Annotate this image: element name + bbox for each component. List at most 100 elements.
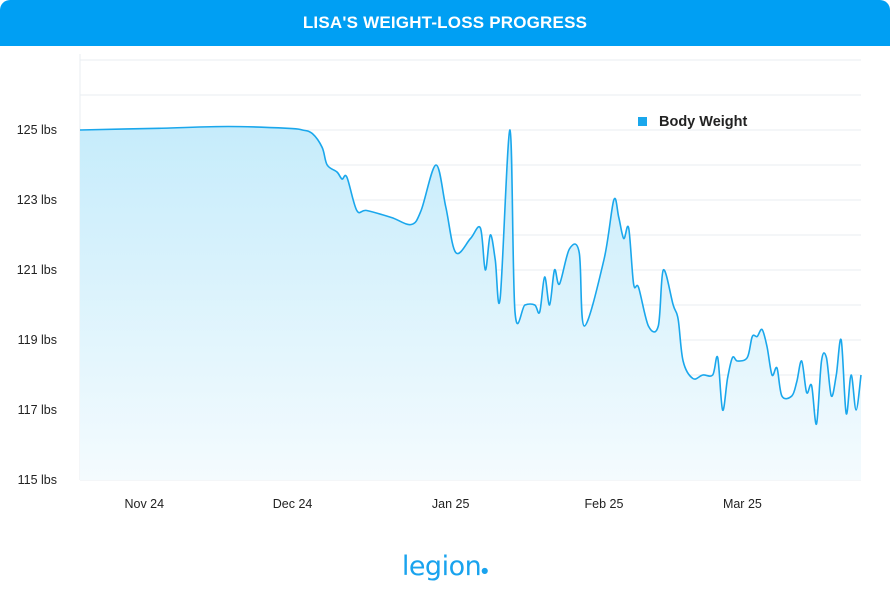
data-point bbox=[346, 176, 348, 178]
y-tick-label: 123 lbs bbox=[17, 193, 57, 207]
data-point bbox=[717, 357, 719, 359]
data-point bbox=[524, 304, 526, 306]
data-point bbox=[806, 392, 808, 394]
data-point bbox=[158, 127, 160, 129]
data-point bbox=[825, 357, 827, 359]
data-point bbox=[766, 346, 768, 348]
data-point bbox=[821, 360, 823, 362]
data-point bbox=[751, 336, 753, 338]
data-point bbox=[811, 385, 813, 387]
body-weight-line bbox=[79, 125, 862, 425]
data-point bbox=[613, 199, 615, 201]
body-weight-area bbox=[80, 126, 861, 480]
data-point bbox=[227, 126, 229, 128]
data-point bbox=[662, 269, 664, 271]
data-point bbox=[702, 374, 704, 376]
logo-trademark-dot: ● bbox=[481, 566, 489, 575]
data-point bbox=[727, 378, 729, 380]
data-point bbox=[79, 129, 81, 131]
legion-logo: legion● bbox=[0, 551, 890, 582]
y-axis-ticks: 125 lbs 123 lbs 121 lbs 119 lbs 117 lbs 115 l… bbox=[17, 123, 57, 487]
data-point bbox=[746, 357, 748, 359]
data-point bbox=[835, 374, 837, 376]
data-point bbox=[366, 210, 368, 212]
data-point bbox=[514, 311, 516, 313]
data-point bbox=[568, 248, 570, 250]
y-tick-label: 117 lbs bbox=[18, 403, 57, 417]
legend-swatch bbox=[638, 117, 647, 126]
weight-chart: 125 lbs 123 lbs 121 lbs 119 lbs 117 lbs 115 l… bbox=[17, 54, 862, 511]
data-point bbox=[618, 217, 620, 219]
data-point bbox=[736, 360, 738, 362]
y-tick-label: 119 lbs bbox=[18, 333, 57, 347]
data-point bbox=[722, 409, 724, 411]
data-point bbox=[816, 423, 818, 425]
data-point bbox=[791, 395, 793, 397]
data-point bbox=[499, 297, 501, 299]
x-tick-label: Jan 25 bbox=[432, 497, 470, 511]
data-point bbox=[410, 224, 412, 226]
x-tick-label: Mar 25 bbox=[723, 497, 762, 511]
data-point bbox=[484, 269, 486, 271]
x-tick-label: Feb 25 bbox=[585, 497, 624, 511]
data-point bbox=[677, 318, 679, 320]
data-point bbox=[830, 395, 832, 397]
data-point bbox=[801, 360, 803, 362]
data-point bbox=[771, 374, 773, 376]
data-point bbox=[860, 374, 862, 376]
data-point bbox=[692, 378, 694, 380]
data-point bbox=[761, 329, 763, 331]
data-point bbox=[796, 381, 798, 383]
data-point bbox=[657, 325, 659, 327]
data-point bbox=[420, 210, 422, 212]
data-point bbox=[470, 238, 472, 240]
chart-header: LISA'S WEIGHT-LOSS PROGRESS bbox=[0, 0, 890, 46]
data-point bbox=[672, 304, 674, 306]
data-point bbox=[435, 164, 437, 166]
data-point bbox=[311, 133, 313, 135]
x-tick-label: Dec 24 bbox=[273, 497, 313, 511]
data-point bbox=[287, 127, 289, 129]
data-point bbox=[549, 304, 551, 306]
data-point bbox=[583, 325, 585, 327]
data-point bbox=[489, 234, 491, 236]
data-point bbox=[578, 252, 580, 254]
chart-title: LISA'S WEIGHT-LOSS PROGRESS bbox=[302, 13, 588, 32]
data-point bbox=[682, 360, 684, 362]
data-point bbox=[356, 210, 358, 212]
data-point bbox=[756, 336, 758, 338]
data-point bbox=[321, 147, 323, 149]
data-point bbox=[840, 339, 842, 341]
y-tick-label: 115 lbs bbox=[18, 473, 57, 487]
data-point bbox=[732, 357, 734, 359]
data-point bbox=[539, 311, 541, 313]
data-point bbox=[776, 367, 778, 369]
legend-label: Body Weight bbox=[659, 114, 748, 130]
data-point bbox=[855, 409, 857, 411]
data-point bbox=[781, 395, 783, 397]
data-point bbox=[341, 178, 343, 180]
x-axis-ticks: Nov 24 Dec 24 Jan 25 Feb 25 Mar 25 bbox=[124, 497, 761, 511]
data-point bbox=[845, 413, 847, 415]
data-point bbox=[445, 206, 447, 208]
data-point bbox=[559, 283, 561, 285]
data-point bbox=[850, 374, 852, 376]
y-tick-label: 125 lbs bbox=[17, 123, 57, 137]
data-point bbox=[603, 259, 605, 261]
data-point bbox=[647, 325, 649, 327]
data-point bbox=[326, 164, 328, 166]
y-tick-label: 121 lbs bbox=[17, 263, 57, 277]
data-point bbox=[509, 129, 511, 131]
data-point bbox=[534, 304, 536, 306]
data-point bbox=[479, 227, 481, 229]
data-point bbox=[623, 238, 625, 240]
data-point bbox=[712, 374, 714, 376]
data-point bbox=[390, 217, 392, 219]
data-point bbox=[554, 269, 556, 271]
x-tick-label: Nov 24 bbox=[124, 497, 164, 511]
data-point bbox=[455, 252, 457, 254]
data-point bbox=[544, 276, 546, 278]
data-point bbox=[336, 171, 338, 173]
data-point bbox=[628, 227, 630, 229]
data-point bbox=[638, 287, 640, 289]
